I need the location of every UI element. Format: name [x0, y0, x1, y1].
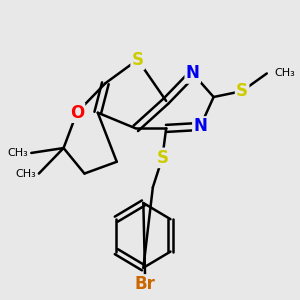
- Text: CH₃: CH₃: [274, 68, 295, 78]
- Text: Br: Br: [135, 275, 156, 293]
- Text: CH₃: CH₃: [8, 148, 29, 158]
- Text: N: N: [186, 64, 200, 82]
- Text: S: S: [156, 149, 168, 167]
- Text: O: O: [70, 104, 84, 122]
- Text: S: S: [236, 82, 248, 100]
- Text: N: N: [194, 117, 207, 135]
- Text: S: S: [132, 51, 144, 69]
- Text: CH₃: CH₃: [15, 169, 36, 178]
